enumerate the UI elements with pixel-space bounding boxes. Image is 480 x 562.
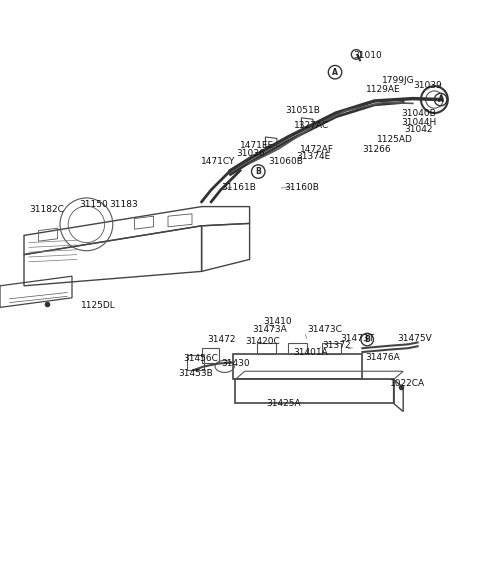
Text: 31266: 31266 <box>362 144 391 153</box>
Text: 31473T: 31473T <box>340 334 374 343</box>
Text: 31042: 31042 <box>404 125 432 134</box>
Text: 31456C: 31456C <box>183 354 218 363</box>
Text: 31473C: 31473C <box>307 324 342 333</box>
Text: 31472: 31472 <box>207 335 236 344</box>
Text: 31010: 31010 <box>353 51 382 60</box>
Text: 31183: 31183 <box>109 200 138 209</box>
Text: B: B <box>364 335 370 344</box>
Text: 31425A: 31425A <box>266 400 301 409</box>
Text: 31473A: 31473A <box>252 324 287 333</box>
Text: 31039: 31039 <box>414 81 443 90</box>
Text: 31182C: 31182C <box>30 205 65 214</box>
Text: 1472AF: 1472AF <box>300 144 334 153</box>
Text: 31453B: 31453B <box>179 369 213 378</box>
Text: 31150: 31150 <box>79 200 108 209</box>
Text: 31060B: 31060B <box>268 157 303 166</box>
Text: A: A <box>332 67 338 76</box>
Text: 31051B: 31051B <box>286 106 321 115</box>
Text: 31420C: 31420C <box>245 337 279 346</box>
Text: 31401A: 31401A <box>293 347 327 356</box>
Text: 1129AE: 1129AE <box>366 85 401 94</box>
Text: B: B <box>255 167 261 176</box>
Text: 1022CA: 1022CA <box>390 379 425 388</box>
Text: 1125DL: 1125DL <box>81 301 115 310</box>
Text: 31475V: 31475V <box>397 334 432 343</box>
Text: 1471EE: 1471EE <box>240 140 274 149</box>
Text: 1471CY: 1471CY <box>201 157 235 166</box>
Text: 31040B: 31040B <box>401 110 435 119</box>
Text: 31036: 31036 <box>236 149 265 158</box>
Text: A: A <box>438 95 444 104</box>
Text: 31410: 31410 <box>263 318 292 327</box>
Text: 31374E: 31374E <box>297 152 331 161</box>
Text: 1125AD: 1125AD <box>377 135 413 144</box>
Text: 31044H: 31044H <box>401 118 436 127</box>
Text: 31160B: 31160B <box>284 183 319 192</box>
Text: 31372: 31372 <box>323 341 351 350</box>
Text: 1327AC: 1327AC <box>294 121 329 130</box>
Text: 31476A: 31476A <box>366 353 400 362</box>
Text: 31161B: 31161B <box>222 183 257 192</box>
Text: 1799JG: 1799JG <box>382 76 414 85</box>
Text: 31430: 31430 <box>222 359 251 368</box>
